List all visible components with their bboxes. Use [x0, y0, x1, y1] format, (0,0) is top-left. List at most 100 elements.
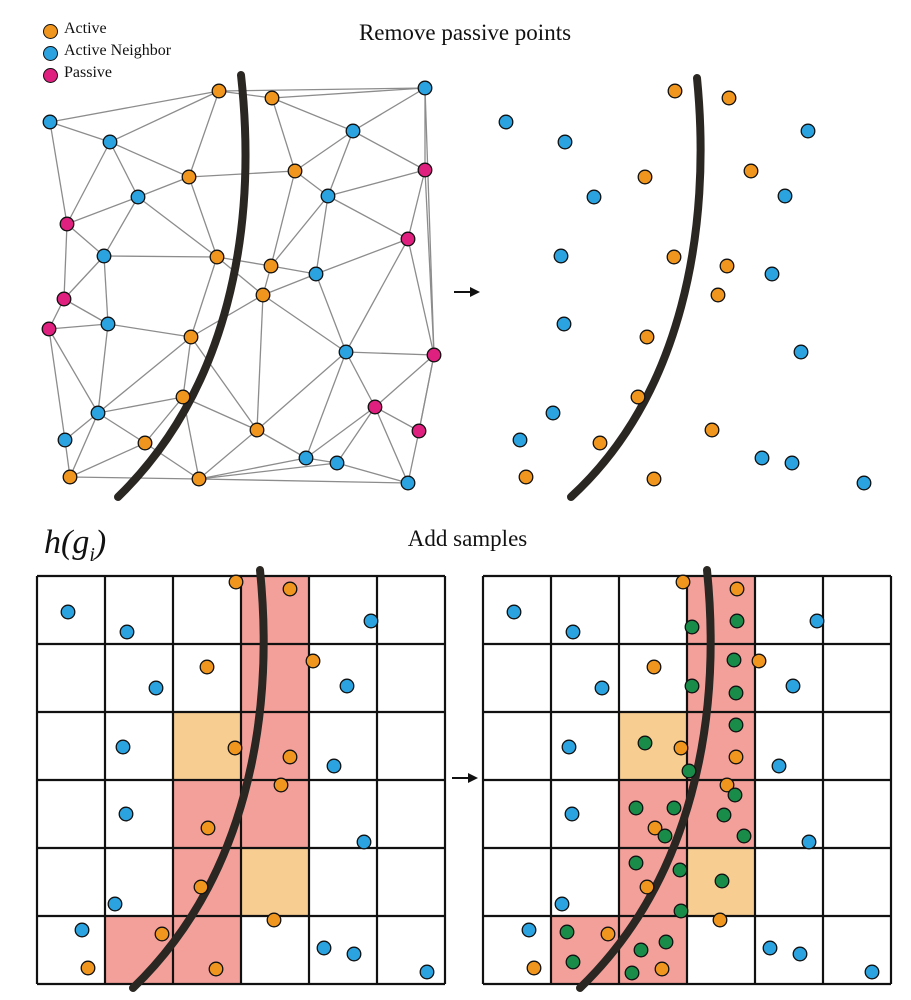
mesh-edge — [327, 195, 409, 240]
active-point — [193, 879, 209, 895]
neighbor-point — [60, 604, 76, 620]
mesh-edge — [48, 328, 66, 441]
mesh-edge — [374, 406, 420, 432]
neighbor-point — [100, 316, 116, 332]
neighbor-point — [521, 922, 537, 938]
mesh-edge — [97, 323, 109, 414]
mesh-edge — [352, 130, 426, 171]
active-point — [743, 163, 759, 179]
neighbor-point — [417, 80, 433, 96]
active-point — [273, 777, 289, 793]
sample-point — [657, 828, 673, 844]
neighbor-point — [565, 624, 581, 640]
active-point — [673, 740, 689, 756]
mesh-edge — [97, 336, 192, 414]
passive-point — [426, 347, 442, 363]
mesh-edge — [270, 170, 296, 267]
mesh-edge — [271, 87, 426, 99]
neighbor-point — [42, 114, 58, 130]
mesh-edge — [137, 196, 218, 258]
mesh-edge — [66, 223, 105, 257]
mesh-edge — [374, 354, 435, 408]
mesh-edge — [49, 121, 111, 143]
sample-point — [672, 862, 688, 878]
mesh-edge — [97, 396, 184, 414]
neighbor-point — [419, 964, 435, 980]
active-point — [600, 926, 616, 942]
legend-item-active: Active — [40, 20, 240, 42]
active-point — [666, 249, 682, 265]
mesh-edge — [97, 412, 146, 444]
mesh-edge — [103, 196, 139, 257]
mesh-edge — [216, 256, 264, 296]
neighbor-point — [96, 248, 112, 264]
neighbor-point — [784, 455, 800, 471]
mesh-edge — [262, 294, 347, 353]
active-point — [647, 820, 663, 836]
neighbor-point — [338, 344, 354, 360]
neighbor-point — [856, 475, 872, 491]
neighbor-point — [400, 475, 416, 491]
neighbor-point — [764, 266, 780, 282]
mesh-edge — [315, 238, 409, 275]
mesh-edge — [407, 430, 420, 484]
mesh-edge — [305, 351, 347, 459]
mesh-edge — [48, 328, 99, 414]
sample-point — [681, 763, 697, 779]
legend-item-active-neighbor: Active Neighbor — [40, 42, 240, 64]
highlighted-cell — [241, 576, 309, 644]
active-point — [228, 574, 244, 590]
active-point — [199, 659, 215, 675]
active-point — [675, 574, 691, 590]
mesh-edge — [256, 351, 347, 431]
active-point — [264, 90, 280, 106]
mesh-edge — [270, 195, 329, 267]
neighbor-point — [329, 455, 345, 471]
active-point — [646, 659, 662, 675]
active-point — [721, 90, 737, 106]
legend-item-passive: Passive — [40, 64, 240, 86]
mesh-edge — [407, 238, 435, 356]
neighbor-point — [793, 344, 809, 360]
neighbor-point — [792, 946, 808, 962]
neighbor-point — [512, 432, 528, 448]
mesh-edge — [407, 169, 426, 240]
active-point — [154, 926, 170, 942]
mesh-edge — [315, 273, 347, 353]
neighbor-point — [118, 806, 134, 822]
active-point — [62, 469, 78, 485]
mesh-edge — [345, 351, 376, 408]
sample-point — [658, 934, 674, 950]
active-point — [200, 820, 216, 836]
neighbor-point — [586, 189, 602, 205]
mesh-edge — [352, 87, 426, 132]
mesh-edge — [294, 130, 354, 172]
mesh-edge — [190, 336, 258, 431]
mesh-edge — [271, 97, 354, 132]
active-point — [592, 435, 608, 451]
sample-point — [714, 873, 730, 889]
mesh-edge — [374, 406, 409, 484]
mesh-edge — [107, 323, 192, 338]
mesh-edge — [198, 462, 338, 480]
active-point — [249, 422, 265, 438]
mesh-edge — [144, 442, 200, 480]
neighbor-point — [57, 432, 73, 448]
passive-point — [41, 321, 57, 337]
arrow-right-icon — [452, 773, 478, 783]
neighbor-point — [506, 604, 522, 620]
mesh-edge — [327, 169, 426, 197]
sample-point — [728, 685, 744, 701]
passive-point — [56, 291, 72, 307]
mesh-edge — [63, 223, 68, 300]
sample-point — [736, 828, 752, 844]
mesh-edge — [69, 412, 99, 478]
highlighted-cell — [241, 780, 309, 848]
h-label-subscript: i — [89, 543, 95, 566]
sample-point — [628, 855, 644, 871]
sample-point — [729, 613, 745, 629]
active-point — [526, 960, 542, 976]
